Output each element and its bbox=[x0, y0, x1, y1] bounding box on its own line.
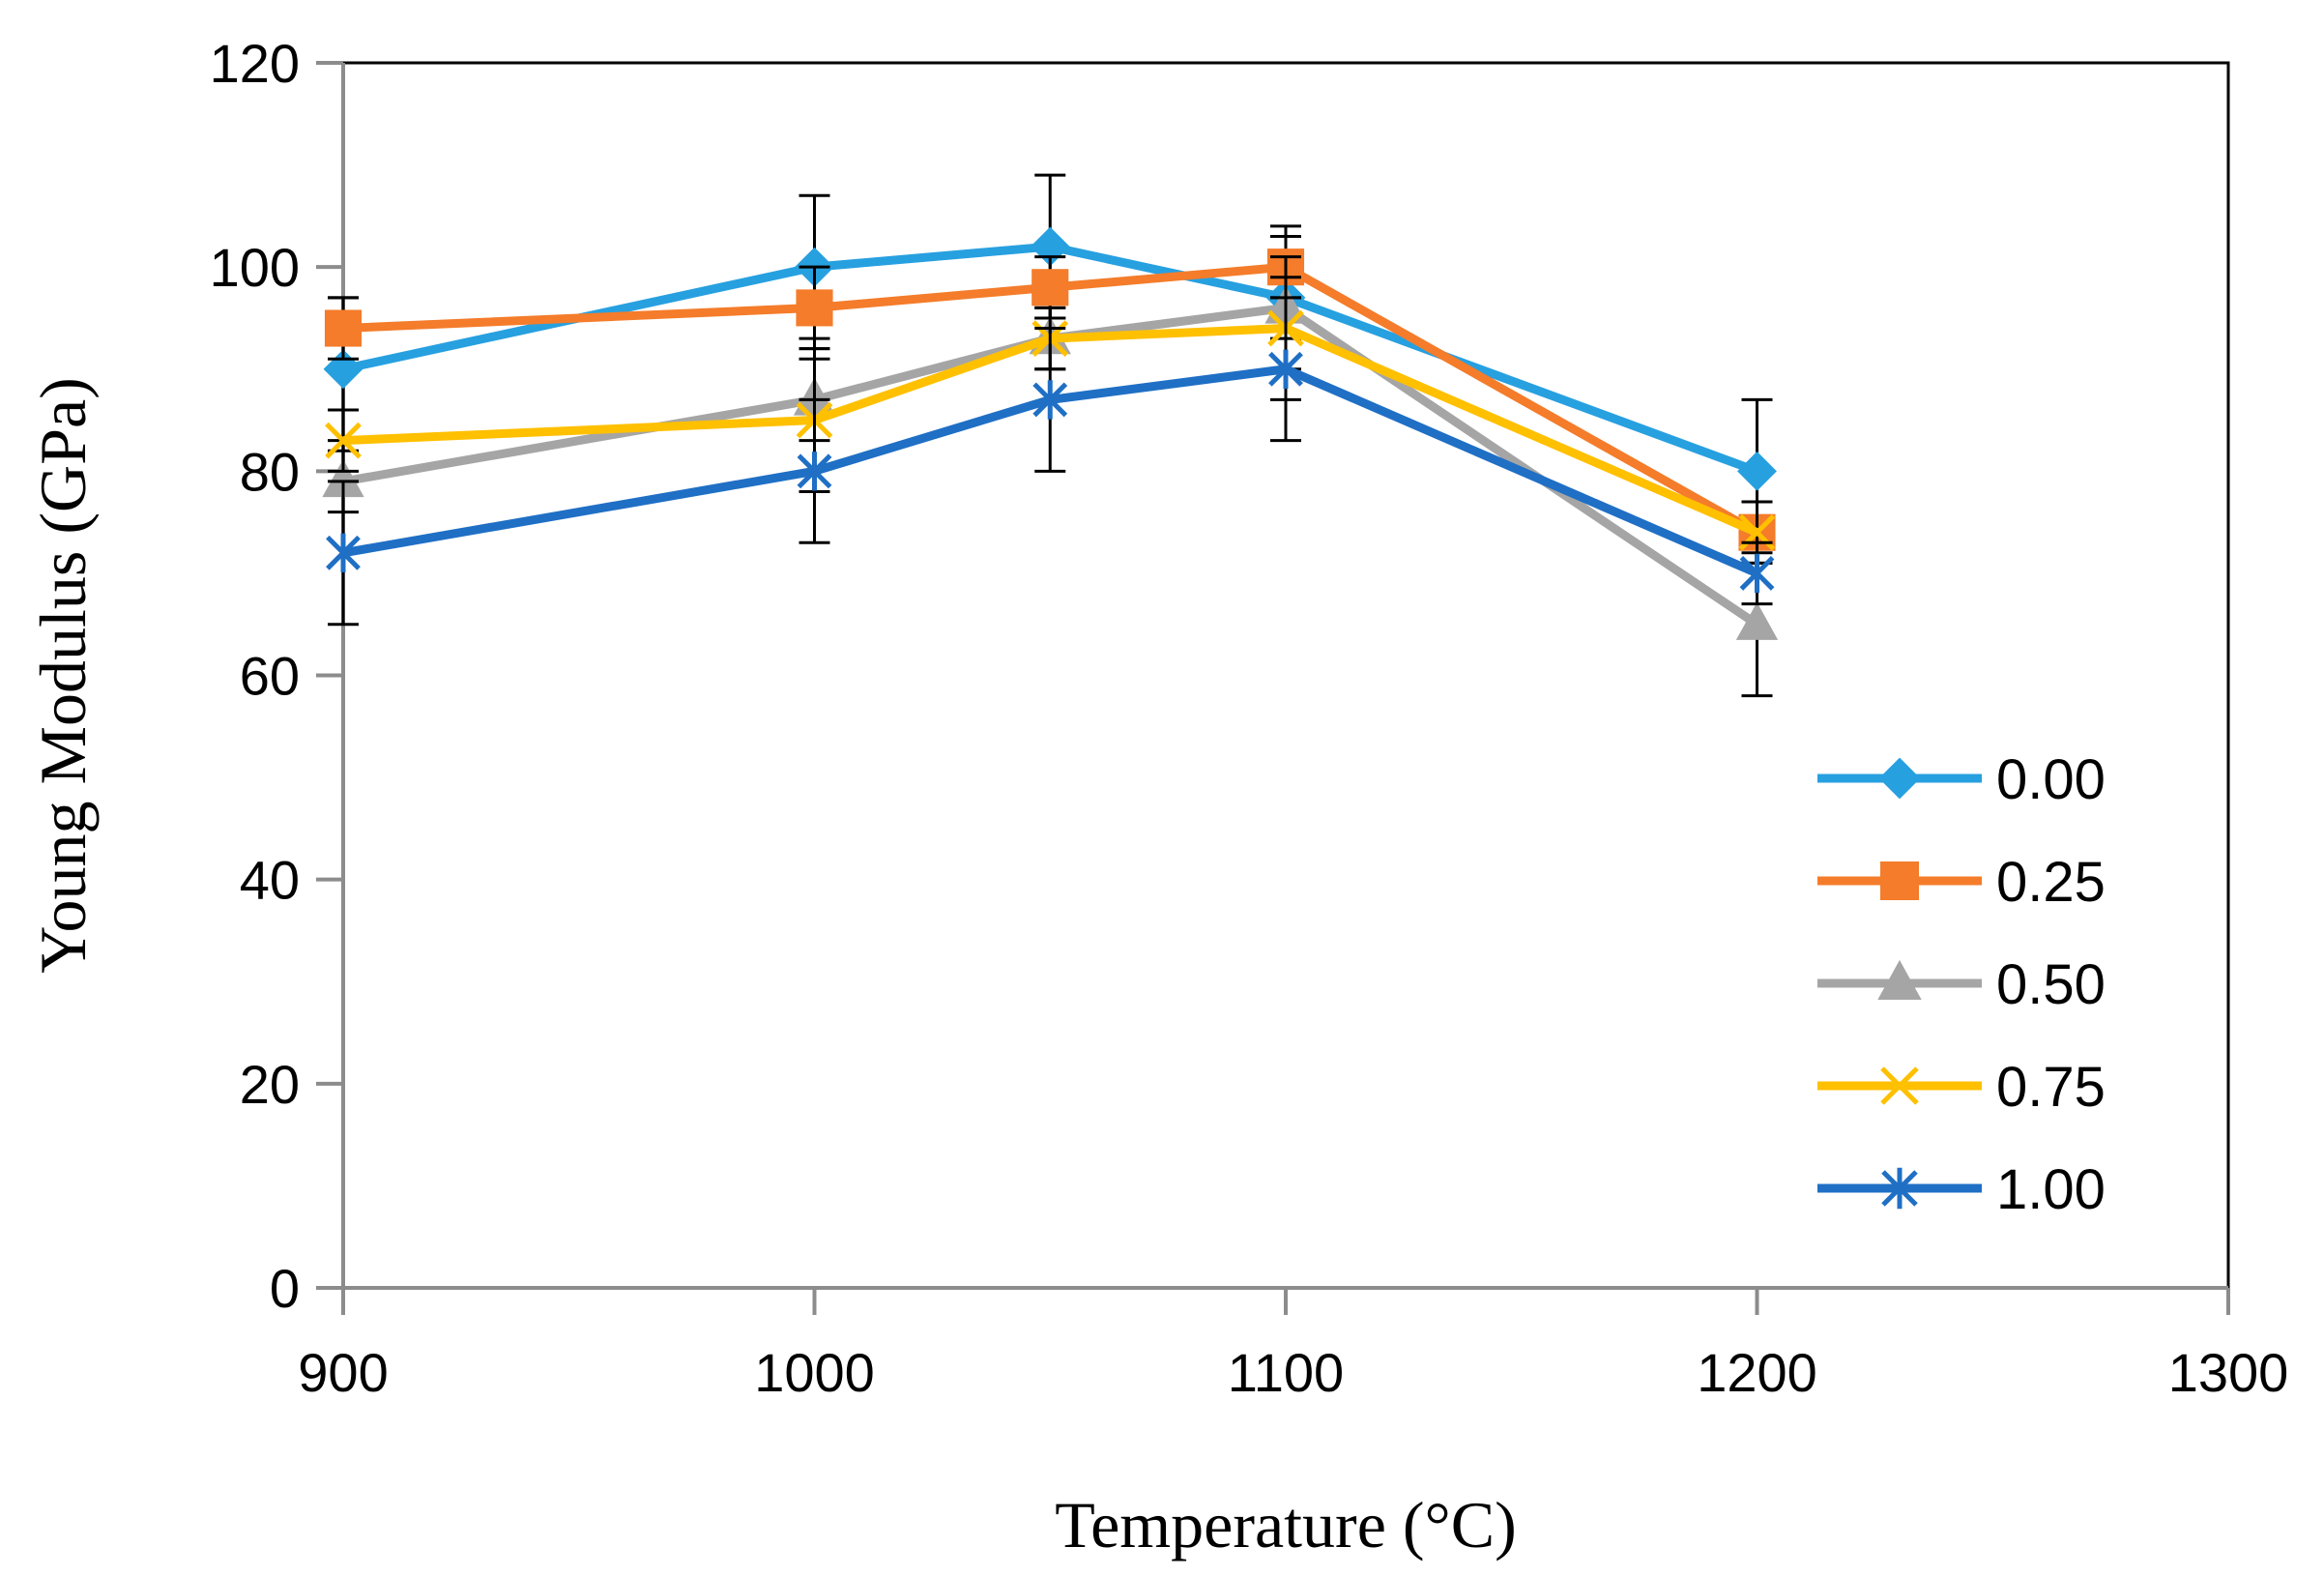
x-tick-label: 900 bbox=[298, 1342, 388, 1403]
legend-label: 0.00 bbox=[1996, 748, 2106, 811]
legend-item: 0.75 bbox=[1817, 1056, 2106, 1119]
data-point bbox=[1737, 451, 1777, 491]
data-point bbox=[1268, 349, 1303, 389]
y-tick-label: 60 bbox=[240, 646, 300, 707]
data-point bbox=[1032, 380, 1068, 420]
legend: 0.00 0.25 0.50 0.75 1.00 bbox=[1817, 748, 2106, 1221]
y-axis-title: Young Modulus (GPa) bbox=[26, 377, 100, 974]
legend-swatch-marker bbox=[1878, 757, 1921, 800]
y-tick-label: 20 bbox=[240, 1054, 300, 1115]
data-point bbox=[1735, 601, 1779, 640]
legend-item: 1.00 bbox=[1817, 1158, 2106, 1221]
legend-swatch-marker bbox=[1880, 861, 1919, 900]
legend-item: 0.00 bbox=[1817, 748, 2106, 811]
legend-swatch-marker bbox=[1881, 1167, 1918, 1210]
legend-swatch-marker bbox=[1880, 1066, 1919, 1105]
x-tick-label: 1200 bbox=[1697, 1342, 1817, 1403]
data-point bbox=[326, 533, 361, 572]
data-point bbox=[796, 289, 833, 327]
x-tick-label: 1000 bbox=[754, 1342, 875, 1403]
legend-swatch-marker bbox=[1877, 959, 1922, 1000]
legend-label: 0.25 bbox=[1996, 851, 2106, 914]
legend-label: 0.75 bbox=[1996, 1056, 2106, 1119]
data-point bbox=[1739, 553, 1775, 594]
y-tick-label: 40 bbox=[240, 850, 300, 911]
data-point bbox=[1031, 269, 1069, 306]
legend-item: 0.25 bbox=[1817, 851, 2106, 914]
legend-item: 0.50 bbox=[1817, 953, 2106, 1016]
y-tick-label: 80 bbox=[240, 441, 300, 502]
x-tick-label: 1300 bbox=[2168, 1342, 2289, 1403]
x-tick-label: 1100 bbox=[1228, 1342, 1344, 1403]
data-point bbox=[797, 452, 832, 491]
legend-label: 1.00 bbox=[1996, 1158, 2106, 1221]
y-tick-label: 0 bbox=[270, 1258, 300, 1319]
x-axis-title: Temperature (°C) bbox=[1055, 1488, 1516, 1561]
data-point bbox=[325, 422, 362, 459]
y-axis: 0 20 40 60 80 100 120 bbox=[210, 33, 345, 1319]
y-tick-label: 120 bbox=[210, 33, 300, 94]
legend-label: 0.50 bbox=[1996, 953, 2106, 1016]
series-1-00 bbox=[326, 296, 1775, 627]
x-axis: 900 1000 1100 1200 1300 bbox=[298, 1286, 2289, 1403]
y-tick-label: 100 bbox=[210, 237, 300, 298]
series-layer bbox=[322, 173, 1779, 698]
data-point bbox=[324, 309, 363, 347]
